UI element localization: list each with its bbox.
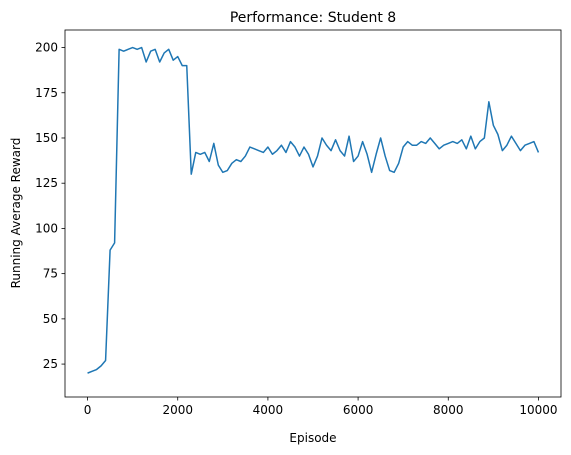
y-tick-label: 150 <box>35 131 58 145</box>
chart-title: Performance: Student 8 <box>230 10 396 26</box>
x-tick-label: 6000 <box>343 403 374 417</box>
x-axis-label: Episode <box>289 431 336 445</box>
y-tick-label: 100 <box>35 221 58 235</box>
plot-frame <box>64 29 562 398</box>
x-tick-label: 2000 <box>162 403 193 417</box>
y-tick-label: 200 <box>35 41 58 55</box>
x-tick-label: 10000 <box>519 403 557 417</box>
y-tick-label: 25 <box>43 357 58 371</box>
y-axis-label: Running Average Reward <box>9 138 23 289</box>
y-tick-label: 125 <box>35 176 58 190</box>
x-tick-label: 4000 <box>253 403 284 417</box>
x-tick-label: 0 <box>84 403 92 417</box>
y-tick-label: 50 <box>43 312 58 326</box>
y-tick-label: 75 <box>43 267 58 281</box>
data-line <box>87 46 540 374</box>
y-tick-label: 175 <box>35 86 58 100</box>
x-tick-label: 8000 <box>433 403 464 417</box>
